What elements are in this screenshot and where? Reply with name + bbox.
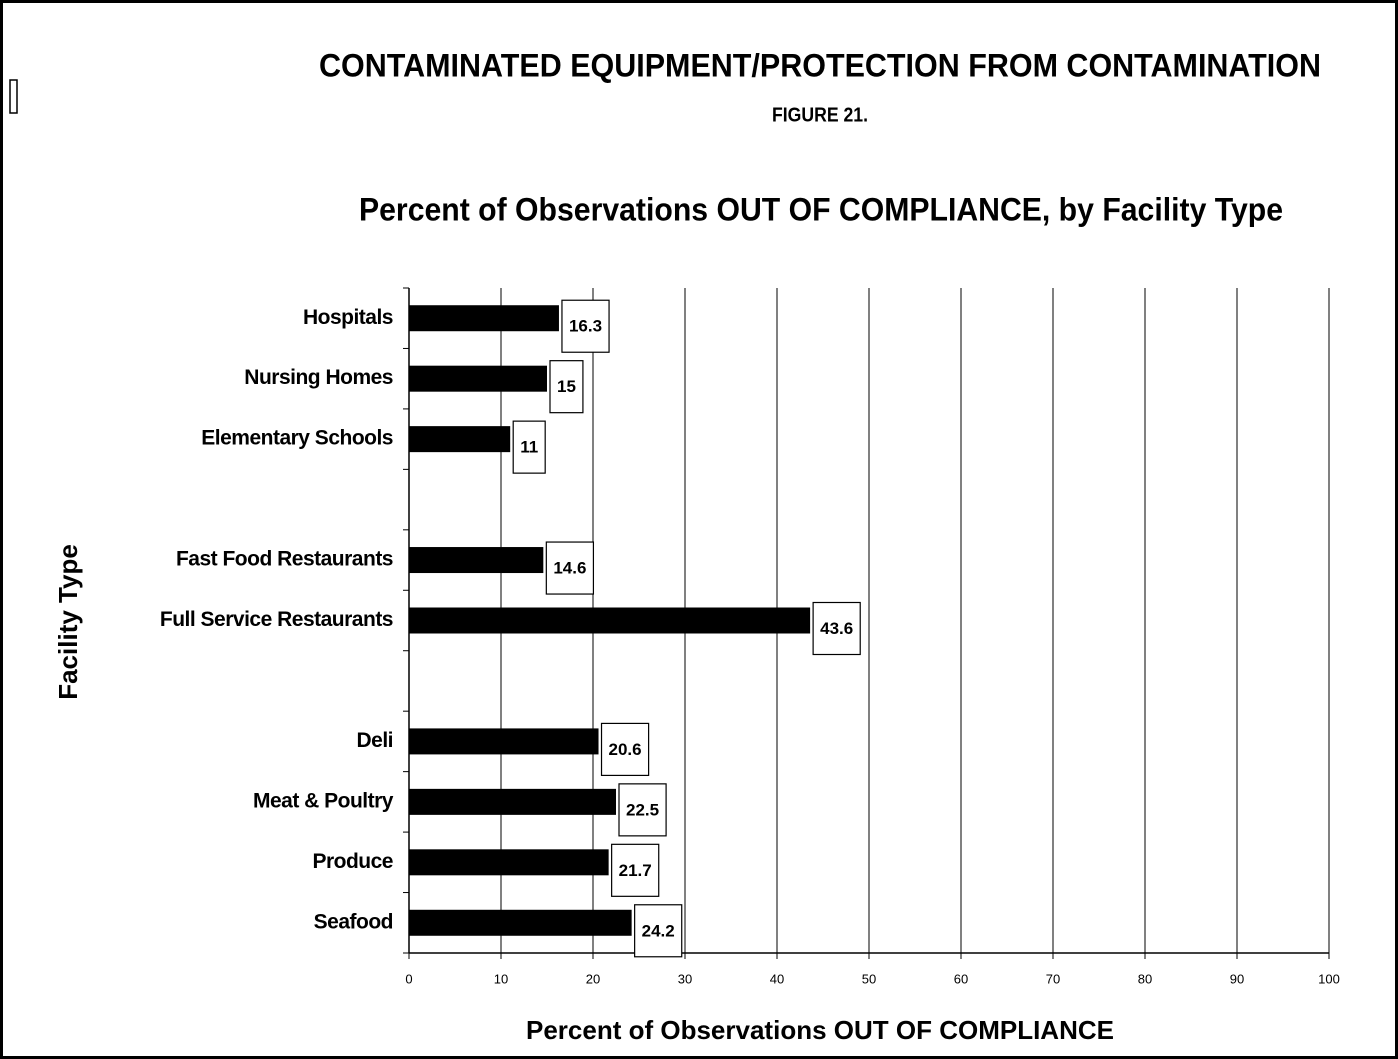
- chart-title: Percent of Observations OUT OF COMPLIANC…: [359, 191, 1283, 227]
- value-label-box: [549, 360, 584, 414]
- value-label: 22.5: [626, 800, 659, 819]
- x-tick-label: 60: [954, 971, 968, 986]
- value-label: 15: [557, 377, 576, 396]
- value-label-box: [618, 783, 667, 837]
- value-label: 14.6: [553, 559, 586, 578]
- y-tick-label: Hospitals: [303, 306, 393, 329]
- y-tick-label: Elementary Schools: [201, 427, 393, 450]
- y-tick-label: Full Service Restaurants: [160, 608, 393, 631]
- x-tick-label: 40: [770, 971, 784, 986]
- x-tick-label: 80: [1138, 971, 1152, 986]
- x-tick-label: 70: [1046, 971, 1060, 986]
- x-axis-label: Percent of Observations OUT OF COMPLIANC…: [526, 1015, 1114, 1045]
- bar: [409, 788, 616, 815]
- bar: [409, 909, 632, 936]
- y-tick-label: Nursing Homes: [244, 366, 393, 389]
- x-tick-label: 90: [1230, 971, 1244, 986]
- x-tick-label: 10: [494, 971, 508, 986]
- y-tick-label: Fast Food Restaurants: [176, 548, 393, 571]
- y-tick-label: Deli: [356, 729, 393, 752]
- x-tick-label: 20: [586, 971, 600, 986]
- value-label-box: [545, 541, 595, 595]
- x-tick-label: 30: [678, 971, 692, 986]
- bar: [409, 547, 544, 574]
- value-label-box: [611, 843, 660, 897]
- bar: [409, 849, 609, 876]
- value-label-box: [812, 601, 861, 656]
- value-label-box: [561, 299, 610, 353]
- y-tick-label: Seafood: [314, 910, 393, 933]
- bar: [409, 426, 511, 453]
- x-tick-label: 0: [405, 971, 412, 986]
- title: CONTAMINATED EQUIPMENT/PROTECTION FROM C…: [319, 47, 1321, 83]
- x-tick-label: 100: [1318, 971, 1340, 986]
- x-tick-label: 50: [862, 971, 876, 986]
- value-label: 43.6: [820, 619, 853, 638]
- y-tick-label: Meat & Poultry: [253, 789, 394, 812]
- bar: [409, 728, 599, 755]
- bar: [409, 305, 559, 332]
- y-tick-label: Produce: [312, 850, 393, 873]
- value-label-box: [512, 420, 546, 474]
- subtitle: FIGURE 21.: [772, 104, 868, 126]
- value-label-box: [600, 722, 650, 777]
- bar: [409, 365, 547, 392]
- value-label: 20.6: [609, 740, 642, 759]
- marker: [9, 79, 18, 114]
- value-label: 24.2: [642, 921, 675, 940]
- bar: [409, 607, 811, 634]
- value-label: 11: [520, 438, 538, 457]
- y-axis-label: Facility Type: [53, 544, 83, 700]
- value-label: 21.7: [619, 861, 652, 880]
- value-label: 16.3: [569, 317, 602, 336]
- value-label-box: [634, 904, 683, 958]
